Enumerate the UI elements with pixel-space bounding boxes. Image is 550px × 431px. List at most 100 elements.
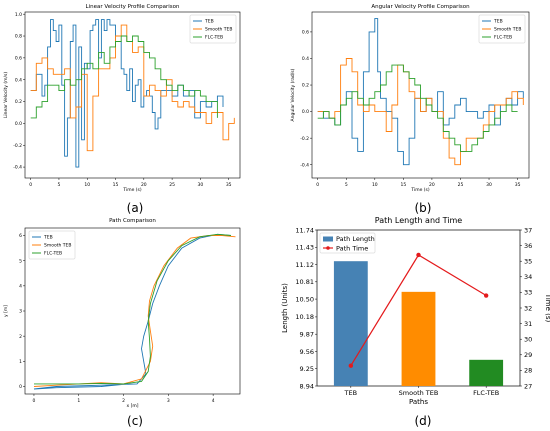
time-point-smooth-teb bbox=[416, 252, 421, 258]
legend-label: FLC-TEB bbox=[205, 35, 223, 41]
y-axis-label: Linear Velocity (m/s) bbox=[3, 72, 9, 118]
time-point-teb bbox=[348, 363, 354, 368]
chart-title: Linear Velocity Profile Comparison bbox=[86, 4, 180, 10]
y-axis-label: y [m] bbox=[3, 305, 9, 317]
y-tick-label: 9.25 bbox=[300, 365, 314, 373]
y-tick-label: -0.2 bbox=[300, 136, 309, 142]
x-tick-label: 25 bbox=[458, 182, 464, 188]
x-axis-label: x [m] bbox=[127, 403, 139, 409]
panel-d-path-length-time-chart: Path Length and Time Paths Length (Units) T… bbox=[281, 216, 550, 406]
x-tick-label: 35 bbox=[226, 182, 232, 188]
legend-label: TEB bbox=[493, 19, 503, 25]
y-tick-label: 0.2 bbox=[302, 83, 309, 89]
y-right-tick-label: 37 bbox=[524, 226, 532, 234]
legend-label: Smooth TEB bbox=[205, 27, 232, 33]
x-tick-label: 20 bbox=[141, 182, 147, 188]
legend-box bbox=[478, 14, 526, 44]
legend-box bbox=[28, 230, 76, 260]
caption-d: (d) bbox=[415, 414, 432, 428]
x-tick-label: 3 bbox=[167, 398, 170, 404]
legend-label: Smooth TEB bbox=[494, 27, 521, 33]
legend-box bbox=[319, 232, 376, 254]
legend-swatch-marker bbox=[326, 246, 330, 250]
y-tick-label: 11.12 bbox=[295, 261, 314, 269]
legend-box bbox=[189, 14, 237, 44]
y-tick-label: 0.6 bbox=[15, 55, 22, 61]
x-tick-label: 4 bbox=[212, 398, 215, 404]
y-right-tick-label: 32 bbox=[524, 304, 532, 312]
legend: TEB Smooth TEB FLC-TEB bbox=[189, 14, 237, 44]
y-tick-label: 0 bbox=[19, 384, 22, 390]
y-axis-label: Length (Units) bbox=[281, 283, 289, 333]
y-tick-label: 1.0 bbox=[15, 12, 22, 18]
caption-c: (c) bbox=[127, 414, 143, 428]
x-tick-label: 25 bbox=[169, 182, 175, 188]
x-tick-label: 35 bbox=[515, 182, 521, 188]
y-tick-label: 6 bbox=[19, 233, 22, 239]
x-tick-label: 0 bbox=[33, 398, 36, 404]
legend-label: FLC-TEB bbox=[44, 251, 62, 257]
y-right-tick-label: 34 bbox=[524, 273, 532, 281]
x-tick-label: FLC-TEB bbox=[473, 389, 499, 397]
y-right-tick-label: 31 bbox=[524, 320, 532, 328]
y-tick-label: 1 bbox=[19, 359, 22, 365]
y-tick-label: 0.4 bbox=[15, 77, 22, 83]
x-tick-label: 15 bbox=[401, 182, 407, 188]
y-tick-label: 2 bbox=[19, 334, 22, 340]
x-tick-label: 0 bbox=[316, 182, 319, 188]
legend-label: Smooth TEB bbox=[44, 243, 71, 249]
y-tick-label: -0.4 bbox=[13, 165, 22, 171]
x-tick-label: 1 bbox=[77, 398, 80, 404]
x-tick-label: 20 bbox=[429, 182, 435, 188]
time-point-flc-teb bbox=[483, 293, 489, 298]
legend-label: Path Length bbox=[336, 235, 375, 243]
series-line-smooth-teb bbox=[33, 235, 236, 387]
y-tick-label: 10.81 bbox=[295, 278, 314, 286]
y-right-tick-label: 27 bbox=[524, 382, 532, 390]
y-tick-label: 11.74 bbox=[295, 226, 314, 234]
x-axis-label: Time (s) bbox=[410, 187, 430, 193]
series-line-smooth-teb bbox=[30, 24, 235, 152]
x-tick-label: 0 bbox=[29, 182, 32, 188]
series-line-flc-teb bbox=[317, 64, 518, 152]
series-line-teb bbox=[30, 19, 224, 168]
x-tick-label: 10 bbox=[372, 182, 378, 188]
y-tick-label: 0.6 bbox=[302, 30, 309, 36]
x-tick-label: 2 bbox=[122, 398, 125, 404]
y-tick-label: 4 bbox=[19, 283, 22, 289]
y-right-tick-label: 36 bbox=[524, 242, 532, 250]
bar-flc-teb bbox=[469, 359, 504, 386]
chart-title: Path Length and Time bbox=[375, 216, 463, 225]
chart-title: Angular Velocity Profile Comparison bbox=[371, 4, 470, 10]
y-tick-label: 8.94 bbox=[300, 382, 314, 390]
series-line-flc-teb bbox=[34, 233, 232, 385]
x-axis-label: Paths bbox=[409, 398, 428, 406]
bar-smooth-teb bbox=[401, 291, 436, 386]
y-right-tick-label: 30 bbox=[524, 336, 532, 344]
y-tick-label: 5 bbox=[19, 258, 22, 264]
y-tick-label: 10.50 bbox=[295, 295, 314, 303]
x-tick-label: Smooth TEB bbox=[399, 389, 439, 397]
series-line-teb bbox=[33, 233, 232, 390]
caption-b: (b) bbox=[415, 201, 432, 215]
y-tick-label: 9.56 bbox=[300, 348, 314, 356]
x-tick-label: 30 bbox=[486, 182, 492, 188]
legend-label: TEB bbox=[204, 19, 214, 25]
y-tick-label: 10.18 bbox=[295, 313, 314, 321]
y-right-tick-label: 35 bbox=[524, 258, 532, 266]
legend: TEB Smooth TEB FLC-TEB bbox=[28, 230, 76, 260]
legend: TEB Smooth TEB FLC-TEB bbox=[478, 14, 526, 44]
y-right-tick-label: 28 bbox=[524, 367, 532, 375]
y-tick-label: 9.87 bbox=[300, 330, 314, 338]
y-tick-label: 0.2 bbox=[15, 99, 22, 105]
y-tick-label: 3 bbox=[19, 309, 22, 315]
legend-label: TEB bbox=[43, 235, 53, 241]
y-tick-label: 0.8 bbox=[15, 34, 22, 40]
series-line-flc-teb bbox=[30, 35, 218, 119]
x-axis-label: Time (s) bbox=[122, 187, 142, 193]
x-tick-label: 10 bbox=[84, 182, 90, 188]
y-tick-label: -0.2 bbox=[13, 143, 22, 149]
x-tick-label: TEB bbox=[344, 389, 358, 397]
x-tick-label: 15 bbox=[113, 182, 119, 188]
